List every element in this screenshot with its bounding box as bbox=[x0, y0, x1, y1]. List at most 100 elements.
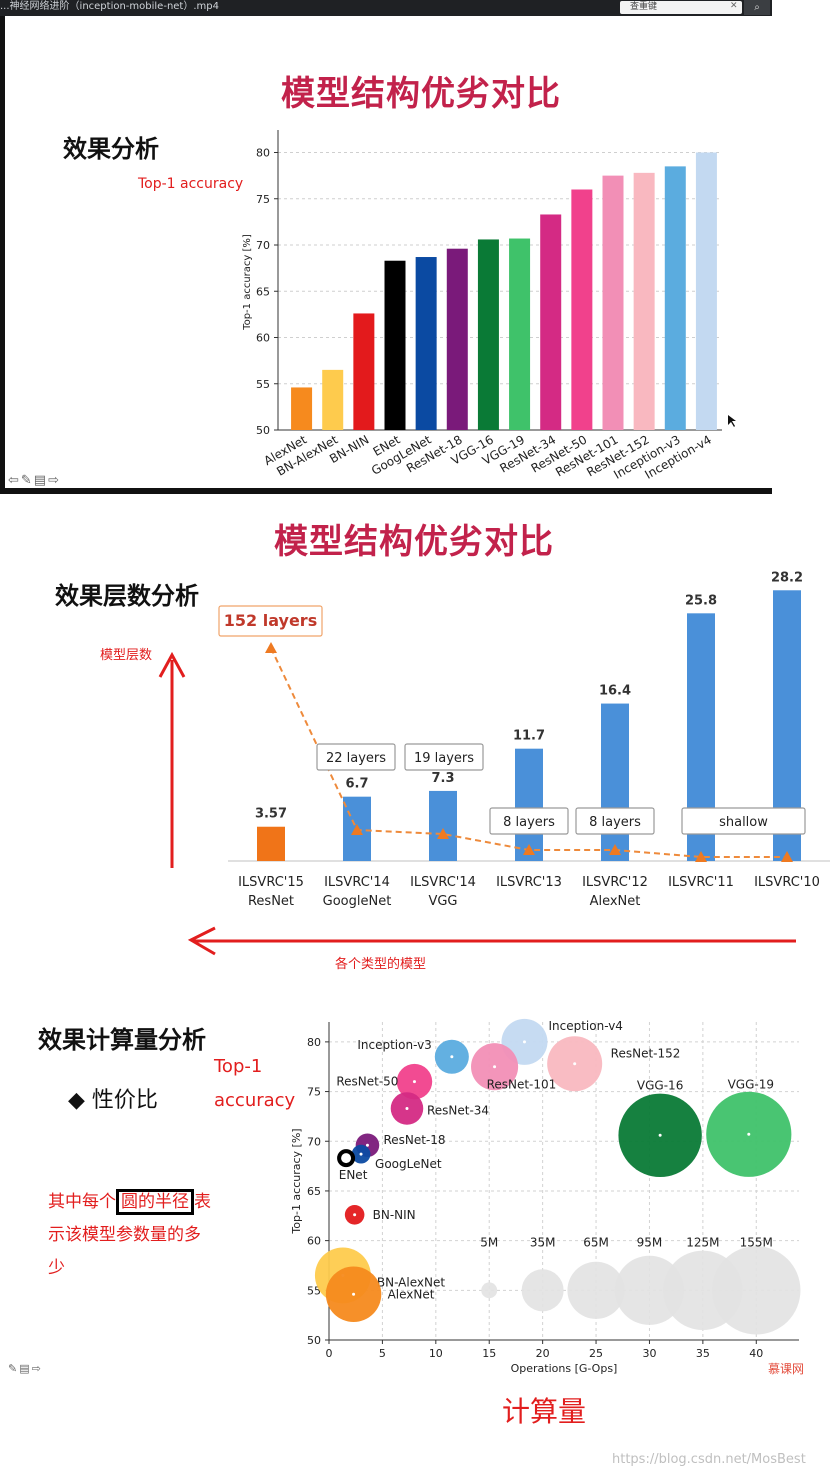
note-line1: 其中每个 圆的半径表 bbox=[48, 1187, 211, 1215]
category-label: ILSVRC'11 bbox=[668, 875, 734, 890]
bubble-center bbox=[412, 1080, 416, 1084]
bubble-label: ResNet-18 bbox=[383, 1133, 445, 1147]
bubble-center bbox=[658, 1133, 662, 1137]
value-label: 16.4 bbox=[599, 684, 631, 699]
layer-box-label: 8 layers bbox=[503, 815, 555, 830]
size-legend-bubble bbox=[481, 1282, 498, 1299]
close-icon[interactable]: ✕ bbox=[730, 1, 738, 11]
bar bbox=[353, 313, 375, 430]
size-legend-label: 155M bbox=[740, 1235, 773, 1249]
y-tick-label: 70 bbox=[256, 239, 270, 252]
slide3-controls[interactable]: ✎▤⇨ bbox=[8, 1362, 43, 1375]
bar bbox=[291, 387, 313, 430]
bar bbox=[509, 238, 531, 430]
category-sublabel: AlexNet bbox=[590, 894, 641, 909]
category-label: ILSVRC'10 bbox=[754, 875, 820, 890]
layer-box-label: 22 layers bbox=[326, 751, 386, 766]
size-legend-label: 65M bbox=[583, 1235, 609, 1249]
bubble-label: ResNet-152 bbox=[611, 1047, 681, 1061]
bar bbox=[446, 248, 468, 430]
bubble-label: BN-AlexNet bbox=[377, 1275, 445, 1289]
annotation-accuracy: accuracy bbox=[214, 1090, 296, 1111]
note-line1-post: 表 bbox=[194, 1192, 211, 1212]
search-icon[interactable]: ⌕ bbox=[744, 0, 770, 15]
bubble-label: BN-NIN bbox=[373, 1208, 416, 1222]
layer-marker bbox=[695, 851, 707, 862]
layer-box-label: 152 layers bbox=[224, 611, 317, 630]
bullet-cost-performance: ◆ 性价比 bbox=[68, 1088, 158, 1113]
y-tick-label: 50 bbox=[307, 1334, 321, 1347]
size-legend-bubble bbox=[521, 1269, 564, 1312]
annotation-compute: 计算量 bbox=[502, 1395, 587, 1428]
csdn-watermark: https://blog.csdn.net/MosBest bbox=[612, 1452, 806, 1467]
bubble-label: GoogLeNet bbox=[375, 1157, 442, 1171]
bar bbox=[515, 748, 543, 861]
x-tick-label: 20 bbox=[536, 1347, 550, 1360]
note-line2: 示该模型参数量的多 bbox=[48, 1225, 201, 1245]
slide1-subtitle: 效果分析 bbox=[63, 135, 159, 163]
value-label: 3.57 bbox=[255, 807, 287, 822]
y-tick-label: 70 bbox=[307, 1135, 321, 1148]
category-label: ILSVRC'14 bbox=[324, 875, 390, 890]
bubble-center bbox=[450, 1055, 454, 1059]
bubble-label: Inception-v4 bbox=[548, 1019, 622, 1033]
category-label: ILSVRC'14 bbox=[410, 875, 476, 890]
search-box[interactable]: 查重键 bbox=[620, 1, 742, 14]
category-sublabel: ResNet bbox=[248, 894, 294, 909]
bubble-center bbox=[359, 1152, 363, 1156]
bar bbox=[633, 172, 655, 430]
bar bbox=[695, 152, 717, 430]
layer-box bbox=[316, 743, 396, 771]
layer-marker bbox=[609, 844, 621, 855]
x-tick-label: 25 bbox=[589, 1347, 603, 1360]
x-arrow-head bbox=[187, 926, 216, 956]
y-tick-label: 65 bbox=[256, 285, 270, 298]
layer-box bbox=[404, 743, 484, 771]
slide-controls[interactable]: ⇦✎▤⇨ bbox=[8, 473, 61, 488]
slide1-annotation: Top-1 accuracy bbox=[138, 176, 244, 192]
y-tick-label: 60 bbox=[256, 332, 270, 345]
annotation-models: 各个类型的模型 bbox=[335, 957, 427, 972]
x-tick-label: 5 bbox=[379, 1347, 386, 1360]
bar bbox=[384, 260, 406, 430]
slide2-title: 模型结构优劣对比 bbox=[274, 522, 554, 562]
category-sublabel: VGG bbox=[428, 894, 457, 909]
bar bbox=[477, 239, 499, 430]
x-tick-label: 10 bbox=[429, 1347, 443, 1360]
x-tick-label: 15 bbox=[482, 1347, 496, 1360]
size-legend-label: 35M bbox=[530, 1235, 556, 1249]
bar bbox=[601, 703, 629, 861]
bar bbox=[664, 166, 686, 430]
value-label: 28.2 bbox=[771, 570, 803, 585]
value-label: 6.7 bbox=[345, 777, 368, 792]
layer-box-label: 19 layers bbox=[414, 751, 474, 766]
y-tick-label: 80 bbox=[256, 147, 270, 160]
value-label: 25.8 bbox=[685, 593, 717, 608]
bar bbox=[322, 369, 344, 430]
layer-box bbox=[218, 605, 323, 637]
category-label: ILSVRC'15 bbox=[238, 875, 304, 890]
bubble-center bbox=[344, 1156, 348, 1160]
bar bbox=[415, 257, 437, 430]
layer-marker bbox=[351, 824, 363, 835]
bubble-label: ResNet-50 bbox=[336, 1075, 398, 1089]
bubble-center bbox=[405, 1106, 409, 1110]
bubble-center bbox=[493, 1065, 497, 1069]
layer-marker bbox=[437, 828, 449, 839]
y-axis-label: Top-1 accuracy [%] bbox=[242, 234, 253, 331]
x-tick-label: 40 bbox=[749, 1347, 763, 1360]
size-legend-label: 125M bbox=[686, 1235, 719, 1249]
annotation-layers: 模型层数 bbox=[100, 648, 153, 663]
mooc-logo: 慕课网 bbox=[768, 1362, 805, 1376]
value-label: 11.7 bbox=[513, 729, 545, 744]
bubble-center bbox=[352, 1292, 356, 1296]
bubble-label: ResNet-101 bbox=[487, 1078, 557, 1092]
slide2-subtitle: 效果层数分析 bbox=[55, 582, 199, 610]
note-line1-pre: 其中每个 bbox=[48, 1192, 116, 1212]
bubble-center bbox=[353, 1213, 357, 1217]
search-placeholder: 查重键 bbox=[630, 2, 658, 12]
y-tick-label: 55 bbox=[307, 1284, 321, 1297]
annotation-top1: Top-1 bbox=[214, 1056, 263, 1077]
y-tick-label: 75 bbox=[256, 193, 270, 206]
